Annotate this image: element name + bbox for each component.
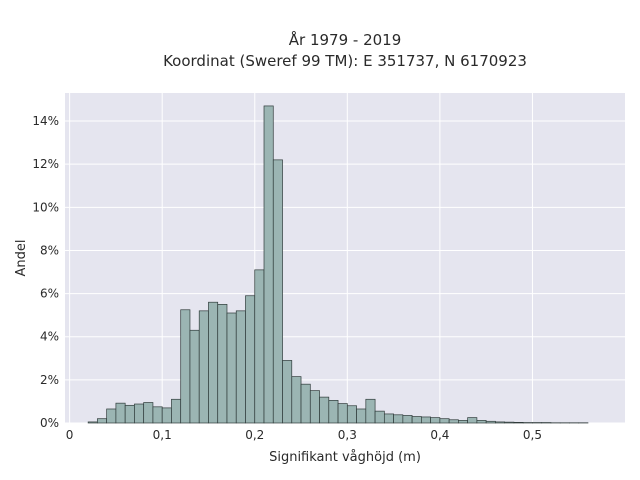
histogram-bar: [282, 360, 293, 424]
y-tick-label: 0%: [40, 416, 59, 430]
x-tick-label: 0,4: [430, 428, 449, 442]
histogram-bar: [383, 413, 394, 424]
histogram-bar: [448, 419, 459, 424]
histogram-bar: [152, 406, 163, 424]
histogram-bar: [217, 304, 228, 424]
x-tick-label: 0,1: [153, 428, 172, 442]
histogram-bar: [171, 398, 182, 424]
histogram-bar: [393, 414, 404, 424]
histogram-bar: [467, 417, 478, 424]
histogram-bar: [504, 421, 515, 424]
histogram-bar: [513, 422, 524, 424]
x-tick-label: 0,3: [338, 428, 357, 442]
histogram-bar: [87, 421, 98, 424]
histogram-bar: [124, 404, 135, 424]
histogram-bar: [458, 420, 468, 424]
y-tick-label: 12%: [32, 157, 59, 171]
histogram-bar: [430, 417, 441, 424]
histogram-bar: [328, 400, 339, 424]
chart-title-line-1: År 1979 - 2019: [289, 30, 402, 49]
histogram-bar: [189, 329, 200, 424]
histogram-bar: [337, 403, 348, 424]
histogram-bars: [87, 105, 589, 424]
y-tick-label: 10%: [32, 200, 59, 214]
histogram-bar: [272, 159, 283, 424]
x-tick-label: 0,5: [523, 428, 542, 442]
x-gridlines: [69, 93, 533, 423]
histogram-bar: [161, 407, 172, 424]
x-tick-label: 0,2: [245, 428, 264, 442]
histogram-bar: [365, 398, 376, 424]
histogram-bar: [134, 403, 145, 424]
histogram-bar: [291, 376, 302, 424]
histogram-bar: [254, 269, 265, 424]
histogram-bar: [245, 295, 256, 424]
plot-area: [65, 93, 625, 423]
histogram-bar: [208, 301, 219, 424]
histogram-bar: [97, 418, 108, 424]
histogram-bar: [402, 415, 413, 424]
chart-title-line-2: Koordinat (Sweref 99 TM): E 351737, N 61…: [163, 52, 527, 70]
histogram-bar: [374, 410, 385, 424]
y-tick-label: 14%: [32, 114, 59, 128]
histogram-bar: [421, 416, 431, 424]
y-tick-labels: 0% 2% 4% 6% 8% 10% 12% 14%: [32, 114, 59, 430]
histogram-bar: [198, 310, 209, 424]
y-tick-label: 4%: [40, 330, 59, 344]
histogram-bar: [485, 420, 496, 424]
y-tick-label: 6%: [40, 287, 59, 301]
histogram-bar: [495, 421, 506, 424]
x-tick-label: 0: [66, 428, 74, 442]
y-tick-label: 8%: [40, 243, 59, 257]
histogram-bar: [476, 420, 487, 424]
histogram-bar: [235, 310, 246, 424]
y-axis-label: Andel: [14, 240, 29, 277]
histogram-bar: [309, 390, 320, 424]
histogram-bar: [411, 416, 422, 424]
histogram-bar: [346, 405, 357, 424]
histogram-bar: [115, 402, 126, 424]
histogram-bar: [439, 418, 450, 424]
y-tick-label: 2%: [40, 373, 59, 387]
histogram-bar: [226, 312, 237, 424]
histogram-bar: [356, 408, 367, 424]
x-tick-labels: 0 0,1 0,2 0,3 0,4 0,5: [66, 428, 542, 442]
y-gridlines: [65, 120, 625, 424]
histogram-bar: [300, 383, 311, 424]
histogram-bar: [263, 105, 274, 424]
histogram-bar: [180, 309, 191, 424]
histogram-bar: [319, 396, 330, 424]
histogram-bar: [143, 402, 154, 424]
x-axis-label: Signifikant våghöjd (m): [269, 450, 421, 465]
histogram-bar: [106, 408, 117, 424]
